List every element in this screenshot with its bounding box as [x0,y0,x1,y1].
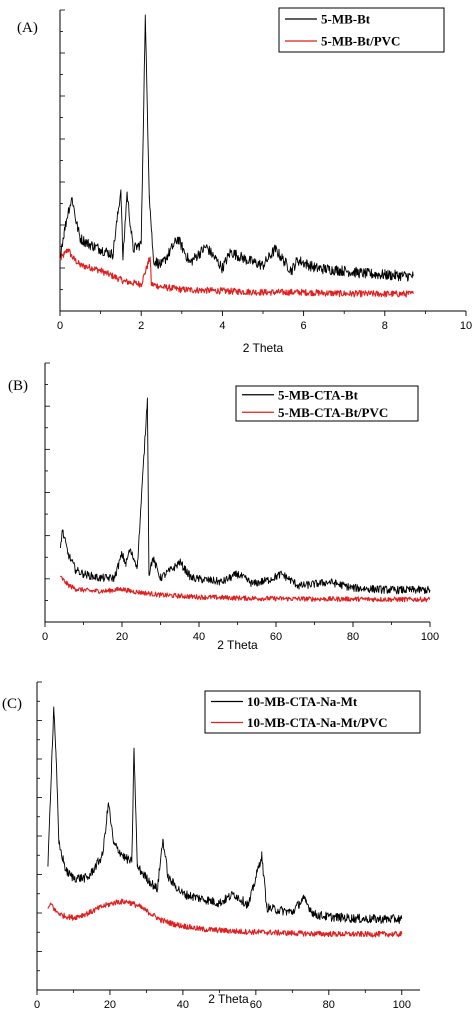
x-tick-label: 20 [104,999,116,1009]
x-tick-label: 80 [323,999,335,1009]
x-tick-label: 60 [270,631,282,643]
chart-2: 0 20 40 60 80 100 2 Theta 10-MB-CTA-Na-Mt 10-MB-… [34,681,421,1009]
panel-b: (B) [0,0,474,394]
x-tick-label: 0 [42,631,48,643]
x-tick-label: 60 [250,999,262,1009]
x-tick-label: 100 [393,999,411,1009]
panel-label: (B) [8,378,28,394]
series-line [59,14,414,282]
legend-label: 5-MB-CTA-Bt [278,387,359,402]
legend-label: 5-MB-CTA-Bt/PVC [278,405,388,420]
x-tick-label: 2 [138,320,144,332]
x-axis-title: 2 Theta [243,341,284,355]
legend-label: 10-MB-CTA-Na-Mt/PVC [247,715,388,730]
panel-label: (A) [17,20,38,36]
x-tick-label: 10 [460,320,472,332]
legend-box [204,690,421,734]
x-tick-label: 20 [116,631,128,643]
legend-box [235,385,419,422]
panel-label: (C) [2,696,22,712]
panel-a: (A) [0,0,474,360]
x-tick-label: 40 [177,999,189,1009]
series-line [59,575,431,603]
chart-0: 0 2 4 6 8 10 2 Theta 5-MB-Bt 5-MB-Bt/PVC [57,7,472,355]
x-tick-label: 6 [301,320,307,332]
chart-1: 0 20 40 60 80 100 2 Theta 5-MB-CTA-Bt 5-MB-CTA-B… [42,362,439,652]
x-tick-label: 8 [382,320,388,332]
series-line [47,706,403,924]
series-line [59,397,431,595]
panel-c: (C) [0,0,474,712]
x-tick-label: 40 [193,631,205,643]
legend-label: 5-MB-Bt [321,12,371,27]
x-axis-title: 2 Theta [208,992,249,1006]
series-line [59,248,414,298]
x-tick-label: 0 [57,320,63,332]
x-axis-title: 2 Theta [217,638,258,652]
legend-label: 10-MB-CTA-Na-Mt [247,694,358,709]
legend-box [278,7,445,53]
x-tick-label: 80 [347,631,359,643]
legend-label: 5-MB-Bt/PVC [321,34,400,49]
x-tick-label: 4 [219,320,225,332]
x-tick-label: 100 [421,631,439,643]
series-line [47,898,403,938]
x-tick-label: 0 [34,999,40,1009]
